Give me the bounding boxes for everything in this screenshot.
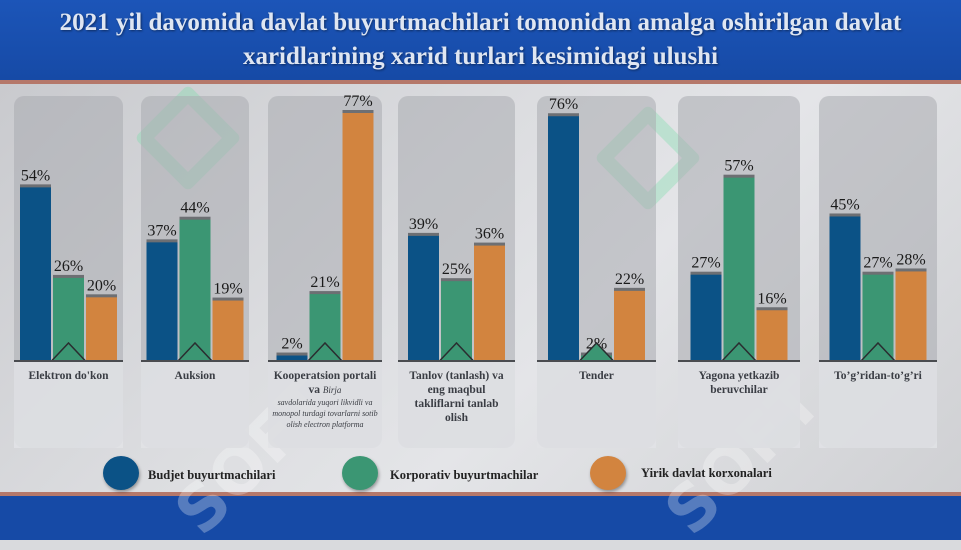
data-label: 36% bbox=[475, 226, 504, 243]
category-label-box bbox=[398, 362, 515, 448]
data-label: 20% bbox=[87, 277, 116, 294]
bar-yirik bbox=[474, 244, 505, 361]
data-label: 27% bbox=[691, 255, 720, 272]
bar-budjet bbox=[690, 273, 722, 361]
legend-swatch bbox=[590, 456, 626, 490]
bar-budjet bbox=[146, 241, 178, 361]
legend-label: Yirik davlat korxonalari bbox=[641, 466, 772, 480]
bar-korporativ bbox=[179, 218, 211, 361]
footer-bar bbox=[0, 492, 961, 540]
category-label-box bbox=[537, 362, 656, 448]
legend-label: Budjet buyurtmachilari bbox=[148, 468, 276, 482]
category-label-box bbox=[819, 362, 937, 448]
bar-cap bbox=[179, 216, 211, 220]
bar-cap bbox=[756, 307, 788, 311]
category-label: Tender bbox=[541, 369, 652, 383]
bar-yirik bbox=[756, 309, 788, 361]
category-label-main: Yagona yetkazib beruvchilar bbox=[698, 370, 780, 396]
bar-cap bbox=[895, 268, 927, 272]
bar-yirik bbox=[86, 296, 117, 361]
bar-yirik bbox=[614, 289, 645, 361]
category-label: Tanlov (tanlash) va eng maqbul takliflar… bbox=[402, 369, 511, 425]
data-label: 19% bbox=[213, 281, 242, 298]
data-label: 28% bbox=[896, 251, 925, 268]
bar-cap bbox=[829, 213, 861, 217]
category-label-small: Birja bbox=[322, 385, 342, 395]
category-label-main: Auksion bbox=[174, 370, 216, 382]
bar-cap bbox=[276, 352, 308, 356]
category-label-main: Tender bbox=[579, 370, 614, 382]
bar-budjet bbox=[20, 186, 51, 361]
data-label: 22% bbox=[615, 271, 644, 288]
bar-korporativ bbox=[723, 176, 755, 361]
data-label: 76% bbox=[549, 96, 578, 113]
category-label-main: Tanlov (tanlash) va eng maqbul takliflar… bbox=[409, 370, 504, 424]
bar-cap bbox=[441, 278, 472, 282]
bar-cap bbox=[474, 242, 505, 246]
bar-cap bbox=[408, 232, 439, 236]
category-label-main: Kooperatsion portali va bbox=[273, 370, 377, 396]
category-label-box bbox=[678, 362, 800, 448]
category-label-box bbox=[141, 362, 249, 448]
bar-budjet bbox=[408, 234, 439, 361]
bar-yirik bbox=[342, 112, 374, 361]
bar-cap bbox=[342, 110, 374, 113]
title-bar: 2021 yil davomida davlat buyurtmachilari… bbox=[0, 0, 961, 84]
bar-cap bbox=[86, 294, 117, 298]
data-label: 26% bbox=[54, 258, 83, 275]
category-label: Elektron do'kon bbox=[18, 369, 119, 383]
bar-cap bbox=[212, 297, 244, 301]
category-label: Yagona yetkazib beruvchilar bbox=[682, 369, 796, 397]
data-label: 21% bbox=[310, 274, 339, 291]
category-label: To’g’ridan-to’g’ri bbox=[823, 369, 933, 383]
bar-cap bbox=[53, 274, 84, 278]
data-label: 39% bbox=[409, 216, 438, 233]
data-label: 44% bbox=[180, 200, 209, 217]
page-title: 2021 yil davomida davlat buyurtmachilari… bbox=[59, 9, 902, 70]
bar-cap bbox=[146, 239, 178, 243]
legend-label: Korporativ buyurtmachilar bbox=[390, 468, 539, 482]
bar-yirik bbox=[212, 299, 244, 361]
data-label: 57% bbox=[724, 158, 753, 175]
data-label: 16% bbox=[757, 290, 786, 307]
bar-yirik bbox=[895, 270, 927, 361]
category-label-main: To’g’ridan-to’g’ri bbox=[834, 370, 922, 382]
bar-cap bbox=[309, 291, 341, 295]
data-label: 27% bbox=[863, 255, 892, 272]
legend-swatch bbox=[103, 456, 139, 490]
bar-cap bbox=[548, 113, 579, 117]
data-label: 37% bbox=[147, 222, 176, 239]
bar-budjet bbox=[829, 215, 861, 361]
data-label: 25% bbox=[442, 261, 471, 278]
category-label-sub: savdolarida yuqori likvidli va monopol t… bbox=[272, 398, 378, 429]
bar-cap bbox=[614, 287, 645, 291]
category-label-box bbox=[14, 362, 123, 448]
category-label-box bbox=[268, 362, 382, 448]
data-label: 54% bbox=[21, 167, 50, 184]
legend-swatch bbox=[342, 456, 378, 490]
bar-budjet bbox=[276, 354, 308, 361]
data-label: 45% bbox=[830, 196, 859, 213]
bar-cap bbox=[723, 174, 755, 178]
data-label: 2% bbox=[281, 336, 302, 353]
bar-cap bbox=[862, 271, 894, 275]
category-label-main: Elektron do'kon bbox=[28, 370, 109, 382]
category-label: Kooperatsion portali va Birja savdolarida… bbox=[272, 369, 378, 430]
data-label: 77% bbox=[343, 93, 372, 110]
bar-cap bbox=[20, 184, 51, 188]
category-label: Auksion bbox=[145, 369, 245, 383]
bar-cap bbox=[690, 271, 722, 275]
bar-budjet bbox=[548, 115, 579, 361]
